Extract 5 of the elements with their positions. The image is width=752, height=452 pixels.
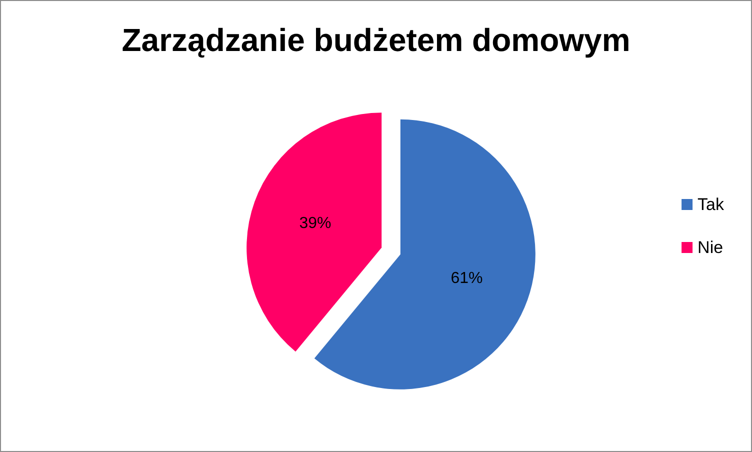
- data-label: 61%: [450, 270, 483, 287]
- chart-title: Zarządzanie budżetem domowym: [122, 22, 630, 58]
- data-label: 39%: [299, 215, 332, 232]
- legend-label: Nie: [698, 238, 724, 257]
- legend-label: Tak: [698, 195, 724, 214]
